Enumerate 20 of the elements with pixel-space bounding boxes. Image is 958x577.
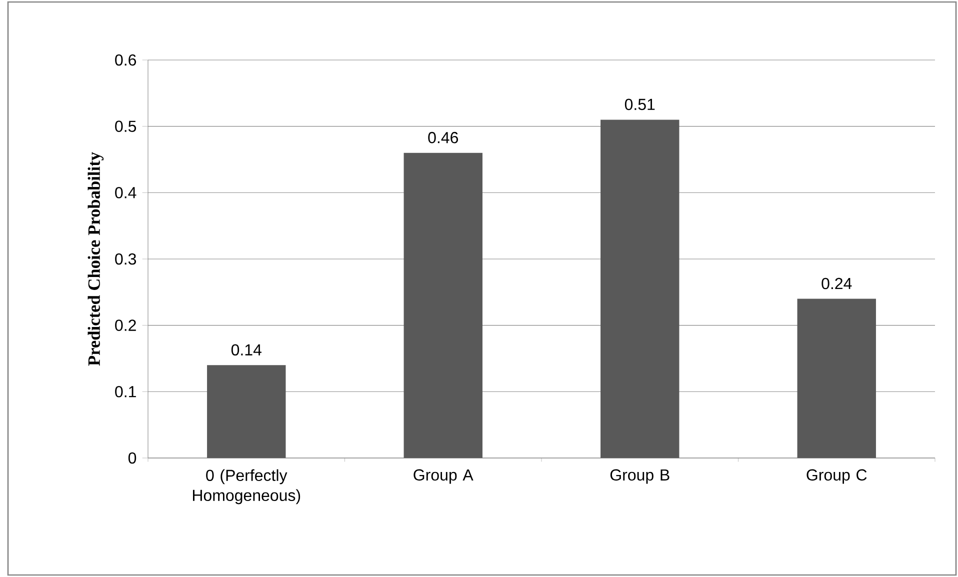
y-tick-label: 0	[128, 452, 136, 464]
data-label: 0.46	[428, 132, 458, 144]
x-tick-label: 0 (Perfectly Homogeneous)	[192, 469, 300, 504]
bar	[207, 365, 286, 458]
y-tick-label: 0.4	[115, 186, 136, 198]
x-tick-label: Group B	[610, 469, 670, 484]
x-tick-label: Group A	[414, 469, 474, 484]
bar	[797, 298, 876, 458]
bar	[404, 152, 482, 458]
bar	[600, 120, 680, 458]
y-tick-label: 0.5	[115, 120, 136, 132]
y-tick-label: 0.2	[115, 320, 136, 331]
y-tick-label: 0.3	[115, 253, 136, 265]
data-label: 0.14	[231, 344, 262, 356]
x-tick-label: Group C	[806, 469, 867, 484]
y-tick-label: 0.1	[115, 386, 136, 398]
y-axis-title: Predicted Choice Probability	[88, 152, 104, 366]
data-label: 0.51	[624, 98, 655, 110]
y-tick-label: 0.6	[115, 54, 136, 66]
data-label: 0.24	[822, 278, 852, 290]
